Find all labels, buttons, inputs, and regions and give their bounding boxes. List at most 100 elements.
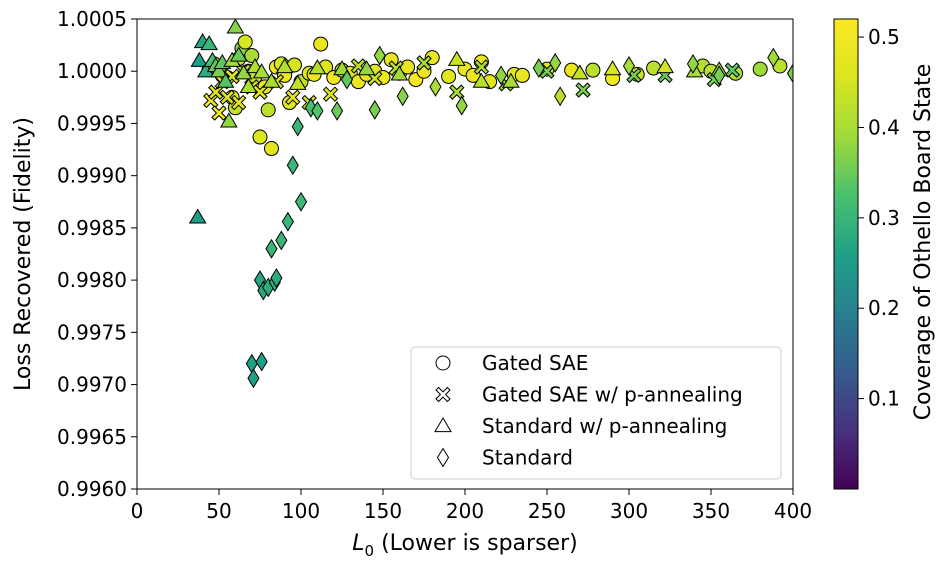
data-point-diamond [549, 52, 562, 73]
data-point-triangle [226, 19, 245, 34]
y-tick-label: 0.9995 [57, 111, 127, 135]
data-point-triangle [190, 51, 209, 67]
x-tick-label: 0 [131, 499, 144, 523]
colorbar-tick-label: 0.1 [868, 387, 900, 411]
data-point-triangle [570, 64, 589, 80]
series-diamond [245, 45, 793, 389]
data-point-cross [575, 82, 591, 98]
legend-label: Gated SAE w/ p-annealing [482, 383, 743, 407]
data-point-triangle [200, 35, 219, 51]
x-tick-label: 250 [528, 499, 566, 523]
legend-label: Standard w/ p-annealing [482, 414, 727, 438]
data-point-diamond [330, 100, 344, 121]
legend: Gated SAE Gated SAE w/ p-annealing Standar… [410, 346, 782, 480]
data-point-diamond [554, 86, 567, 107]
data-point-circle [263, 141, 279, 157]
legend-marker-triangle [434, 417, 452, 433]
data-point-diamond [294, 191, 308, 212]
axis-ticks: 0 50 100 150 200 250 300 350 400 0.9960 0.9965 0.99… [57, 7, 812, 523]
data-point-circle [400, 59, 416, 75]
data-point-triangle [216, 72, 235, 88]
y-axis-label: Loss Recovered (Fidelity) [11, 117, 36, 391]
data-point-diamond [255, 351, 268, 372]
data-point-circle [514, 67, 530, 83]
y-tick-label: 0.9965 [57, 425, 127, 449]
data-point-circle [252, 129, 268, 145]
data-point-circle [244, 48, 260, 64]
y-tick-label: 1.0000 [57, 59, 127, 83]
data-point-cross [211, 105, 227, 121]
data-point-triangle [603, 60, 622, 76]
data-point-triangle [656, 58, 674, 74]
data-points [188, 19, 793, 389]
data-point-triangle [229, 46, 248, 62]
colorbar-ticks: 0.1 0.2 0.3 0.4 0.5 [858, 25, 900, 411]
colorbar-label: Coverage of Othello Board State [911, 64, 936, 421]
data-point-circle [237, 34, 253, 50]
y-tick-label: 0.9985 [57, 216, 127, 240]
data-point-diamond [396, 86, 409, 107]
data-point-diamond [455, 95, 468, 116]
data-point-circle [260, 102, 276, 118]
data-point-triangle [262, 72, 281, 88]
colorbar-tick-label: 0.2 [868, 296, 900, 320]
data-point-triangle [210, 62, 228, 78]
data-point-triangle [252, 63, 271, 79]
data-point-diamond [373, 45, 386, 66]
data-point-cross [416, 55, 432, 71]
y-tick-label: 0.9960 [57, 477, 127, 501]
data-point-cross [230, 94, 247, 111]
data-point-circle [313, 36, 329, 52]
data-point-diamond [686, 53, 700, 74]
data-point-diamond [767, 47, 780, 68]
data-point-cross [285, 89, 301, 106]
data-point-triangle [308, 59, 327, 75]
x-tick-label: 300 [610, 499, 648, 523]
data-point-diamond [340, 69, 354, 90]
y-tick-label: 0.9980 [57, 268, 127, 292]
data-point-cross [724, 62, 741, 78]
data-point-diamond [429, 76, 442, 97]
data-point-triangle [390, 65, 409, 81]
data-point-triangle [288, 74, 307, 90]
data-point-triangle [275, 58, 294, 74]
legend-box [410, 346, 782, 480]
x-tick-label: 200 [446, 499, 484, 523]
x-tick-label: 100 [282, 499, 320, 523]
legend-marker-cross [435, 386, 451, 403]
y-tick-label: 1.0005 [57, 7, 127, 31]
data-point-triangle [447, 50, 466, 66]
y-tick-label: 0.9970 [57, 373, 127, 397]
y-tick-label: 0.9975 [57, 320, 127, 344]
colorbar-tick-label: 0.3 [868, 206, 900, 230]
data-point-triangle [357, 60, 376, 76]
data-point-triangle [502, 72, 520, 88]
data-point-circle [383, 52, 399, 68]
data-point-diamond [291, 116, 304, 137]
data-point-diamond [713, 65, 726, 86]
colorbar-tick-label: 0.5 [868, 25, 900, 49]
data-point-cross [322, 86, 339, 102]
data-point-cross [219, 89, 235, 106]
data-point-diamond [286, 155, 299, 176]
data-point-diamond [622, 56, 636, 76]
y-tick-label: 0.9990 [57, 164, 127, 188]
plot-frame [136, 18, 794, 490]
data-point-diamond [368, 99, 381, 120]
x-tick-label: 350 [692, 499, 730, 523]
data-point-diamond [275, 230, 288, 251]
data-point-diamond [494, 65, 508, 86]
legend-marker-circle [435, 355, 451, 371]
x-tick-label: 50 [206, 499, 231, 523]
data-point-triangle [239, 77, 258, 93]
colorbar-tick-label: 0.4 [868, 115, 900, 139]
data-point-diamond [265, 238, 278, 259]
data-point-circle [752, 61, 768, 77]
data-point-triangle [219, 112, 238, 128]
data-point-cross [473, 59, 490, 75]
data-point-triangle [188, 208, 207, 224]
series-triangle [188, 19, 729, 224]
data-point-diamond [270, 268, 283, 288]
data-point-diamond [532, 58, 545, 79]
